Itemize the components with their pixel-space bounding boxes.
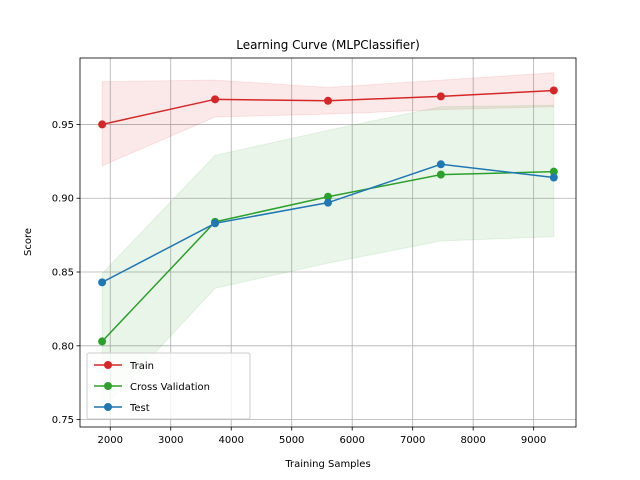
legend-label: Test xyxy=(129,403,150,414)
x-tick-label: 2000 xyxy=(98,435,123,446)
data-point xyxy=(324,96,332,105)
data-point xyxy=(98,120,107,129)
legend-marker xyxy=(104,361,112,369)
confidence-band xyxy=(101,104,555,411)
data-point xyxy=(324,192,332,201)
y-tick-label: 0.95 xyxy=(52,120,74,131)
data-point xyxy=(549,167,558,176)
series-markers xyxy=(98,86,558,346)
y-axis-ticks: 0.75 0.80 0.85 0.90 0.95 xyxy=(52,120,80,426)
x-tick-label: 7000 xyxy=(400,435,425,446)
y-tick-label: 0.75 xyxy=(52,415,74,426)
y-tick-label: 0.85 xyxy=(52,268,74,279)
y-tick-label: 0.80 xyxy=(52,341,74,352)
data-point xyxy=(98,278,107,287)
data-point xyxy=(436,170,445,179)
x-tick-label: 5000 xyxy=(279,435,304,446)
data-point xyxy=(436,160,445,169)
x-axis-label: Training Samples xyxy=(284,459,370,470)
y-axis-label: Score xyxy=(23,228,34,256)
data-point xyxy=(98,337,107,346)
plot-frame xyxy=(79,57,577,428)
legend-marker xyxy=(104,382,112,390)
chart-title: Learning Curve (MLPClassifier) xyxy=(236,38,420,52)
grid-lines xyxy=(80,58,576,427)
x-tick-label: 8000 xyxy=(460,435,485,446)
x-tick-label: 3000 xyxy=(158,435,183,446)
data-point xyxy=(211,219,220,228)
x-axis-ticks: 2000 3000 4000 5000 6000 7000 8000 9000 xyxy=(98,427,546,446)
legend-label: Cross Validation xyxy=(130,382,210,393)
data-point xyxy=(549,86,558,95)
data-point xyxy=(211,95,220,104)
data-point xyxy=(549,173,558,182)
data-point xyxy=(324,198,332,207)
y-tick-label: 0.90 xyxy=(52,194,74,205)
x-tick-label: 4000 xyxy=(218,435,243,446)
legend-label: Train xyxy=(129,361,154,372)
data-point xyxy=(436,92,445,101)
legend-box xyxy=(86,352,251,420)
x-tick-label: 6000 xyxy=(339,435,364,446)
legend-marker xyxy=(104,403,112,411)
x-tick-label: 9000 xyxy=(521,435,546,446)
legend: Train Cross Validation Test xyxy=(86,352,251,420)
